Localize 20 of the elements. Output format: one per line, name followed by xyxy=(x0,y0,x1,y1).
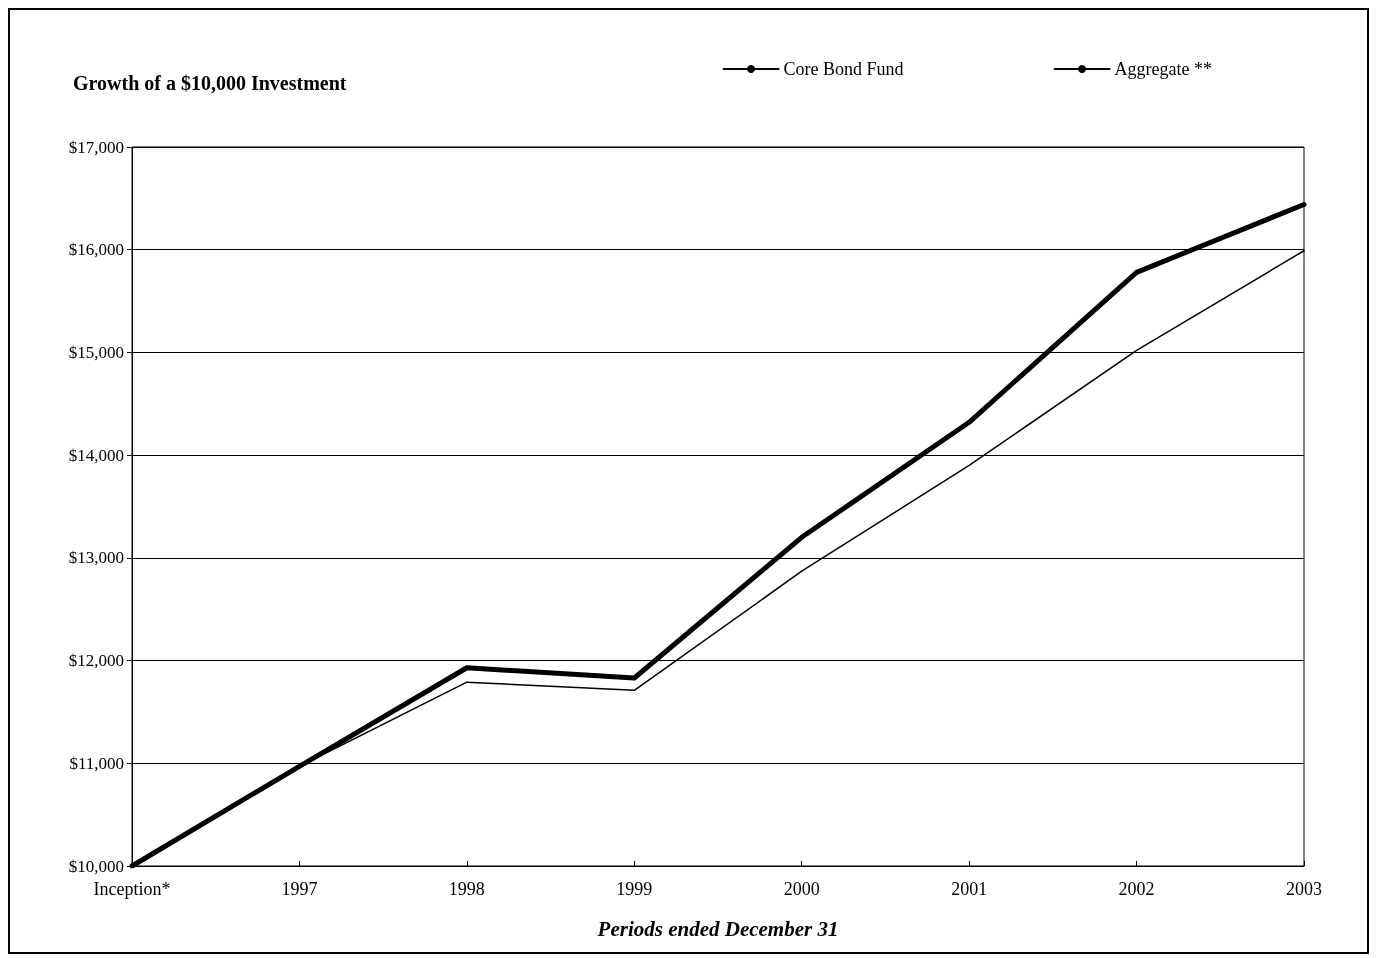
x-tick-label: 1998 xyxy=(448,879,485,899)
y-tick-label: $15,000 xyxy=(68,342,124,362)
y-tick-label: $11,000 xyxy=(69,753,124,773)
x-tick-label: 1997 xyxy=(281,879,318,899)
y-tick-label: $17,000 xyxy=(68,137,124,157)
x-axis-title: Periods ended December 31 xyxy=(596,916,839,941)
x-tick-label: 2001 xyxy=(951,879,988,899)
legend-label: Aggregate ** xyxy=(1114,59,1213,79)
chart-title: Growth of a $10,000 Investment xyxy=(73,72,347,94)
legend-label: Core Bond Fund xyxy=(783,59,904,79)
y-tick-label: $16,000 xyxy=(68,240,124,260)
y-tick-label: $14,000 xyxy=(68,445,124,465)
x-tick-label: 2002 xyxy=(1118,879,1155,899)
x-tick-label: 2000 xyxy=(783,879,820,899)
y-tick-label: $13,000 xyxy=(68,548,124,568)
x-tick-label: 2003 xyxy=(1286,879,1322,899)
x-tick-label: Inception* xyxy=(93,879,171,899)
y-tick-label: $12,000 xyxy=(68,651,124,671)
x-tick-label: 1999 xyxy=(616,879,653,899)
y-tick-label: $10,000 xyxy=(68,856,124,876)
